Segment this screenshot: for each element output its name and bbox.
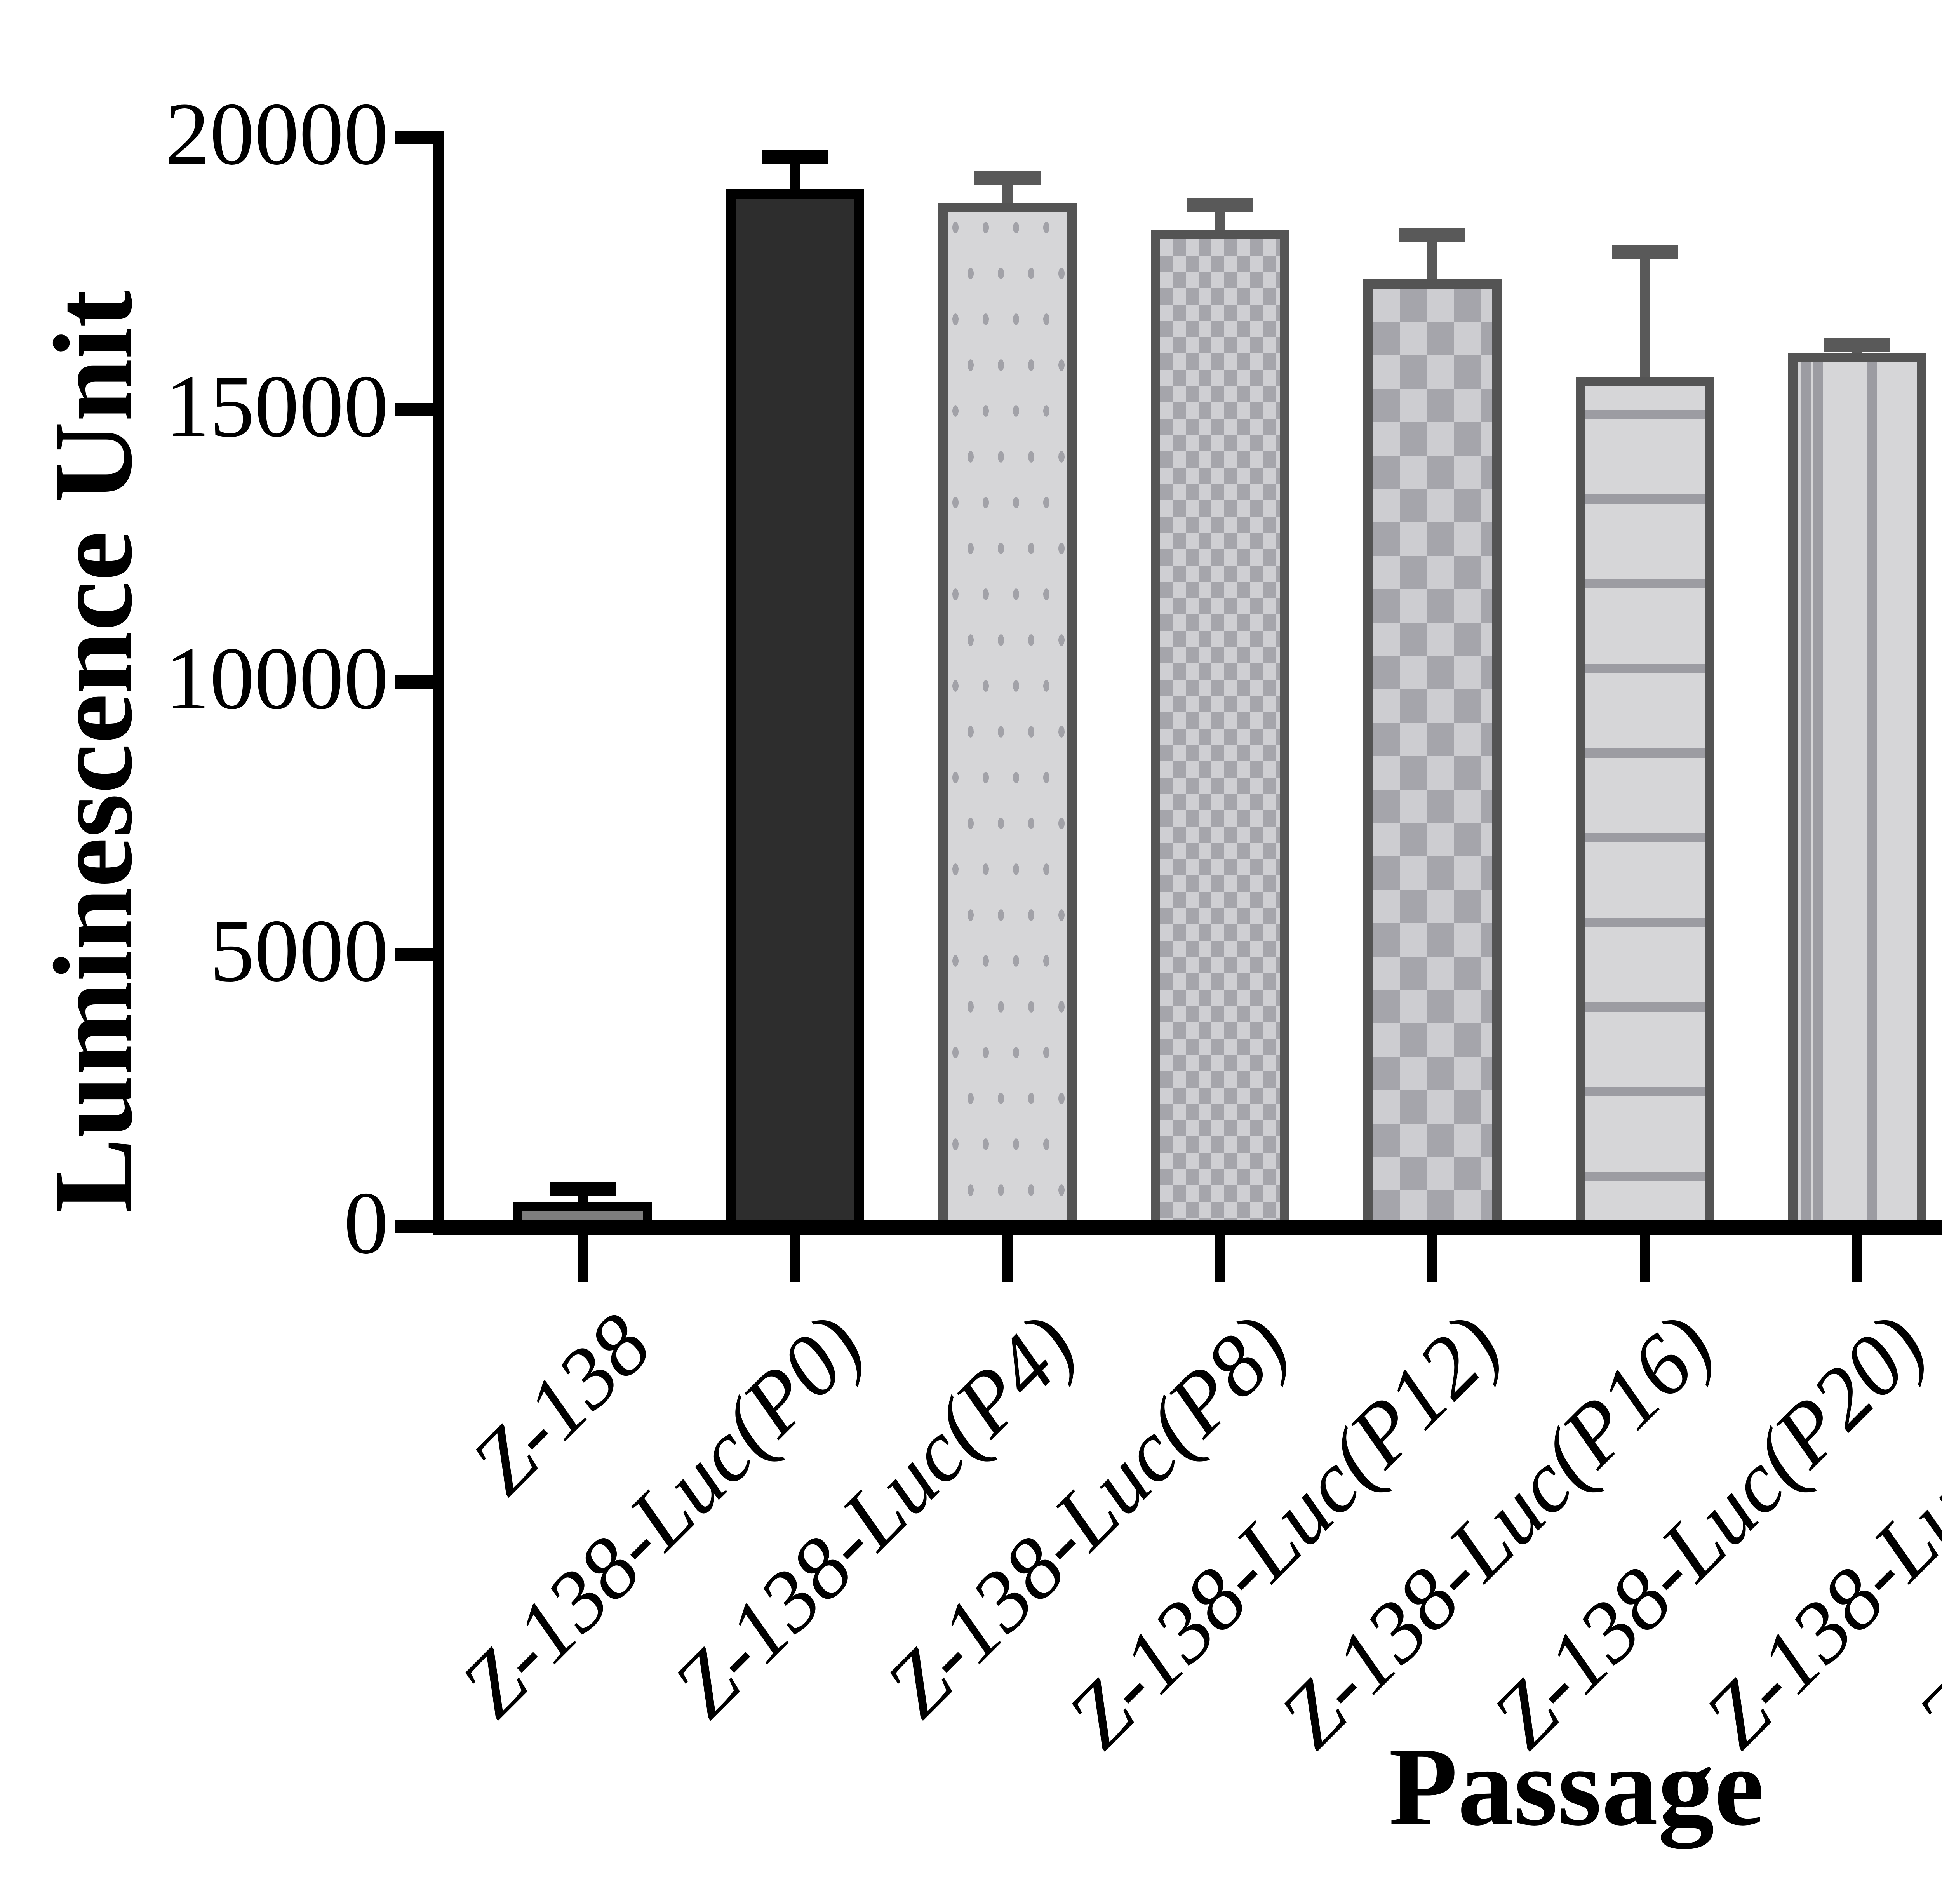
y-tick-label: 0: [344, 1173, 388, 1272]
y-axis-line: [433, 131, 444, 1235]
y-tick: [395, 131, 433, 144]
y-tick: [395, 403, 433, 416]
x-tick: [1002, 1235, 1013, 1282]
bar: [1576, 377, 1714, 1235]
y-tick-label: 15000: [165, 356, 388, 456]
x-tick: [1427, 1235, 1437, 1282]
x-tick: [790, 1235, 800, 1282]
y-tick: [395, 1220, 433, 1233]
bar: [1788, 352, 1926, 1235]
x-axis-line: [433, 1220, 1942, 1235]
bar: [726, 189, 864, 1235]
error-bar-cap: [974, 171, 1041, 186]
error-bar-cap: [1187, 198, 1253, 213]
bar: [1151, 230, 1289, 1235]
y-tick-label: 20000: [165, 84, 388, 183]
y-axis-title: Luminescence Unit: [31, 290, 155, 1213]
error-bar-cap: [1612, 245, 1678, 259]
x-tick: [1640, 1235, 1650, 1282]
error-bar-cap: [1399, 228, 1465, 243]
error-bar-cap: [1824, 337, 1890, 352]
x-tick: [578, 1235, 588, 1282]
error-bar-cap: [550, 1181, 616, 1196]
bar: [1363, 279, 1502, 1235]
error-bar-cap: [762, 150, 828, 164]
bar: [938, 203, 1077, 1235]
y-tick-label: 10000: [165, 628, 388, 728]
y-tick-label: 5000: [210, 901, 388, 1000]
x-tick: [1852, 1235, 1862, 1282]
y-tick: [395, 948, 433, 961]
x-tick: [1215, 1235, 1225, 1282]
y-tick: [395, 675, 433, 689]
x-axis-title: Passage: [1389, 1724, 1765, 1849]
